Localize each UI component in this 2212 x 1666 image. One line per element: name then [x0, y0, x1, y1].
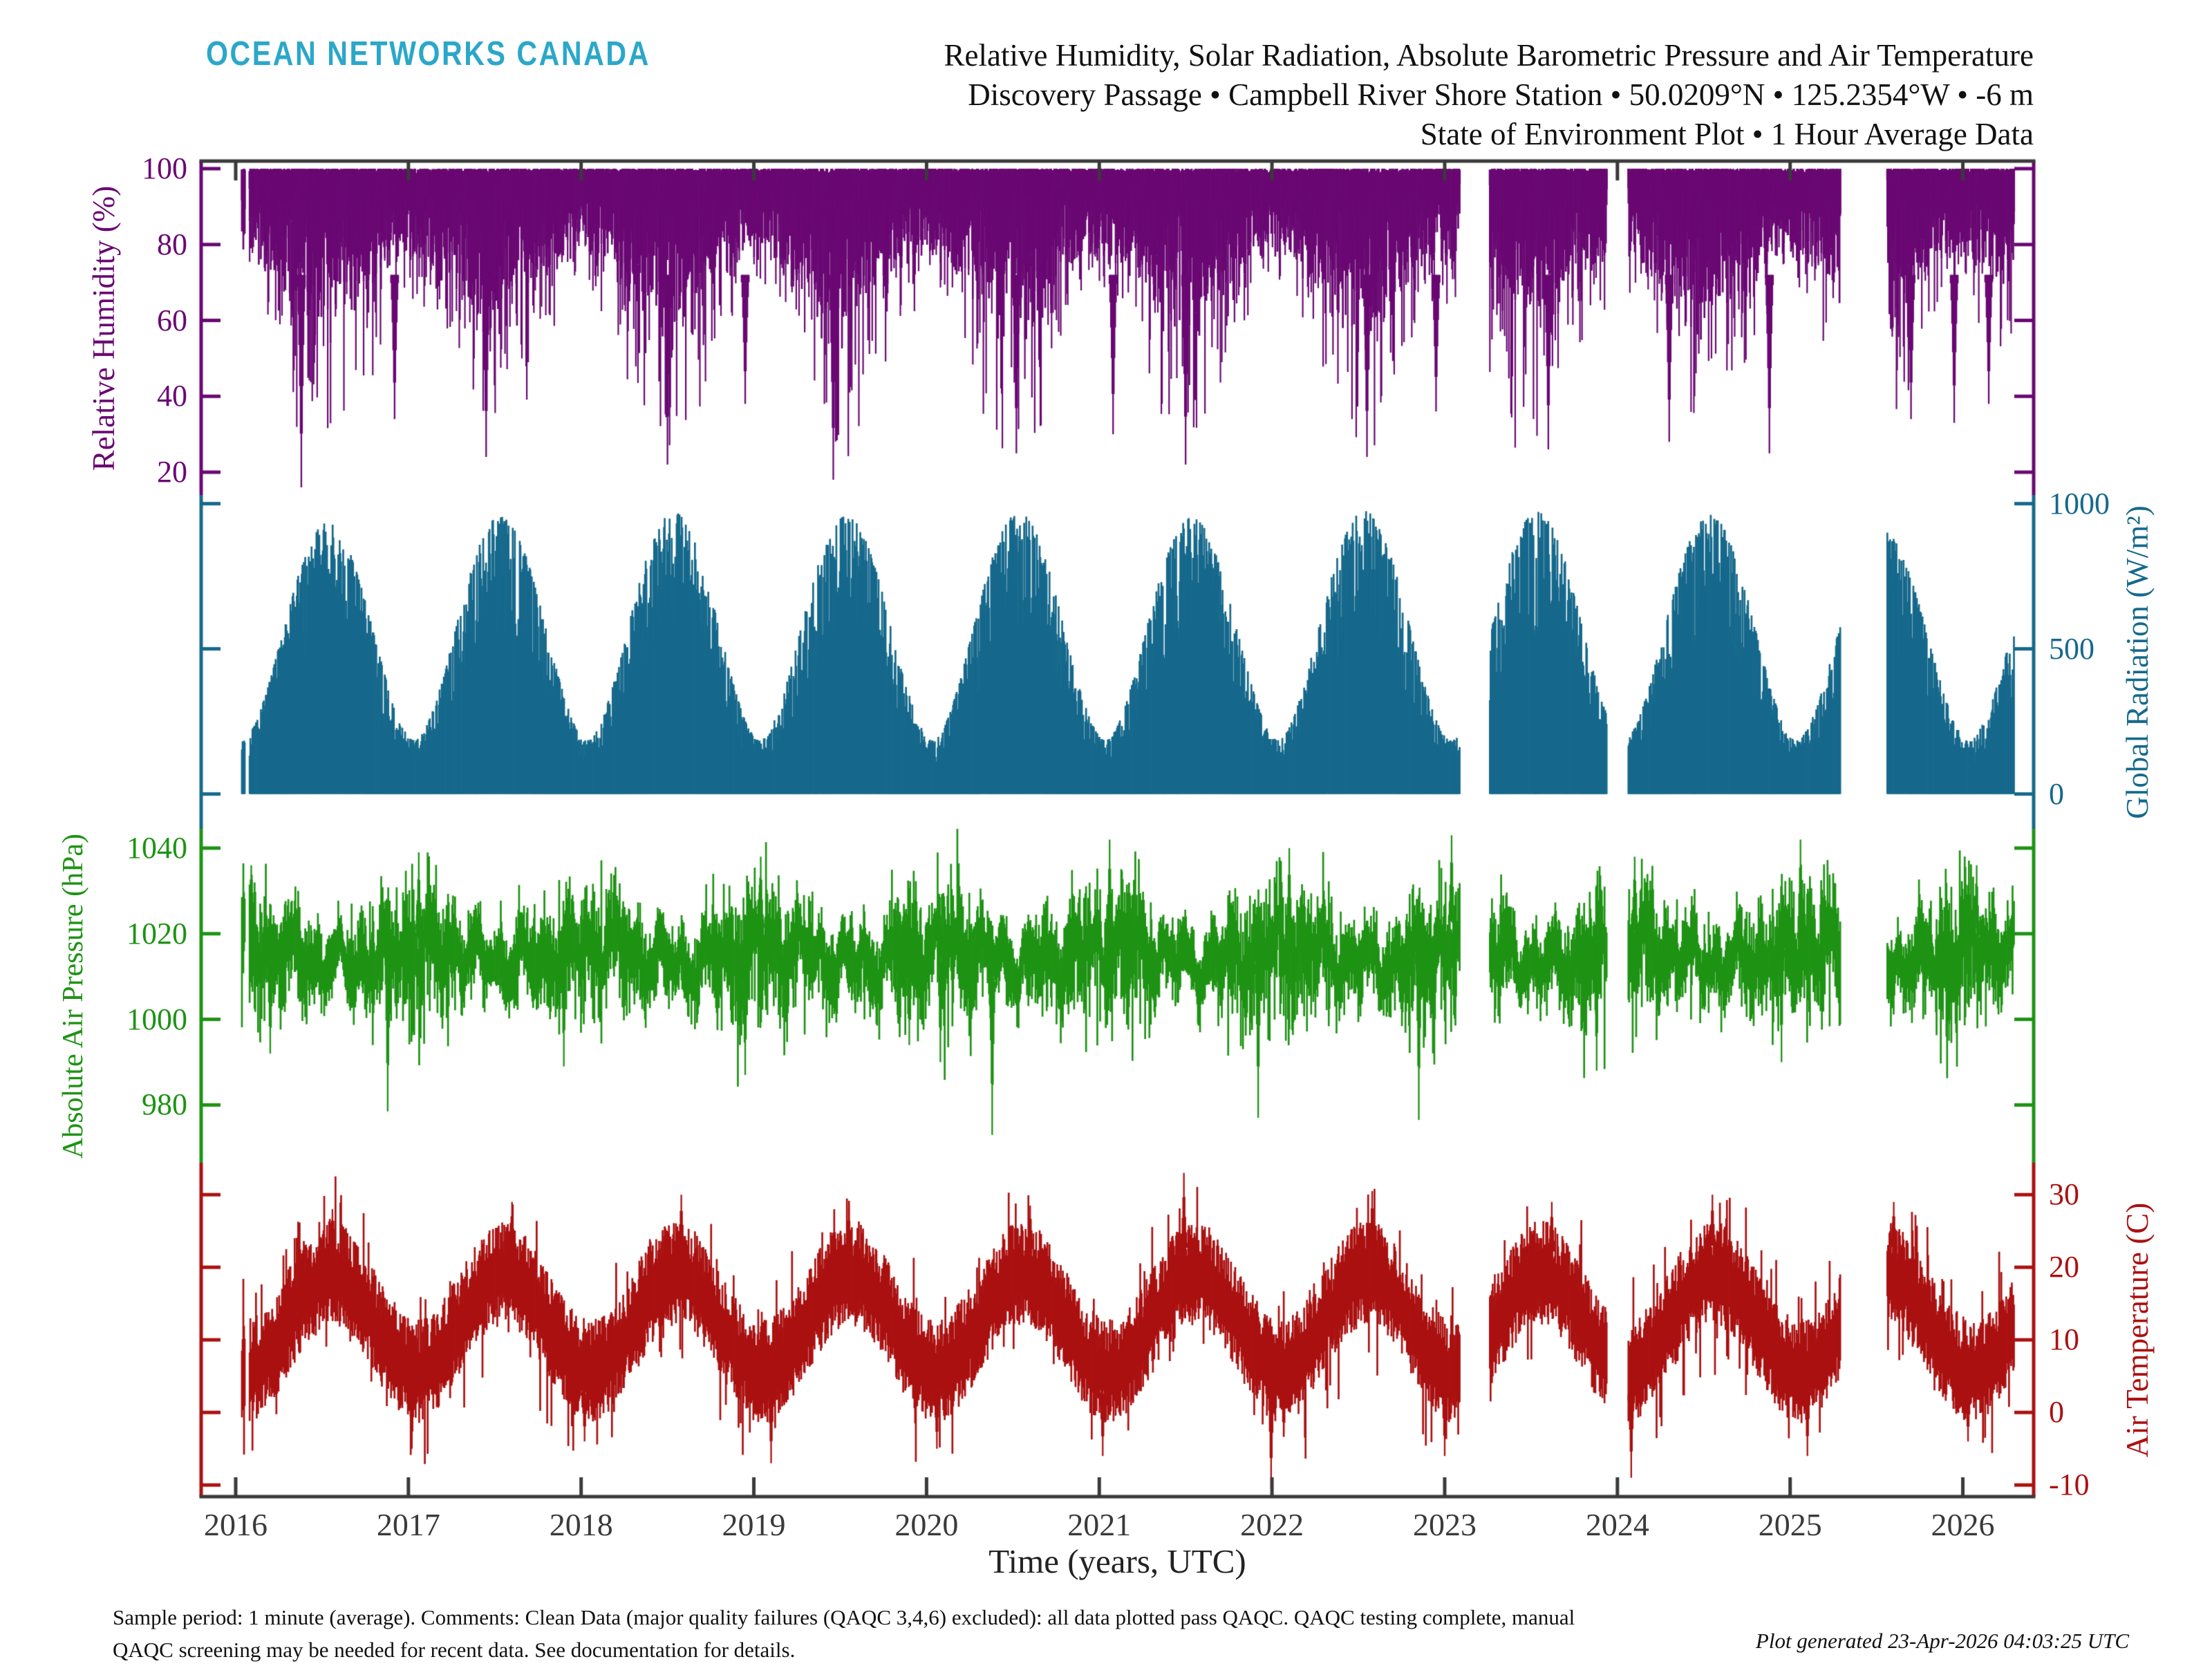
y-tick-label-pressure: 1040: [126, 830, 187, 865]
plot-title-block: Relative Humidity, Solar Radiation, Abso…: [944, 36, 2034, 154]
x-tick-label: 2018: [549, 1507, 613, 1542]
qaqc-footnote-line2: QAQC screening may be needed for recent …: [113, 1638, 796, 1662]
y-axis-label-temperature: Air Temperature (C): [2120, 1202, 2155, 1457]
x-tick-label: 2020: [894, 1507, 959, 1542]
y-tick-label-pressure: 1020: [126, 916, 187, 951]
plot-title-line1: Relative Humidity, Solar Radiation, Abso…: [944, 38, 2034, 73]
y-tick-label-pressure: 1000: [126, 1002, 187, 1036]
y-tick-label-radiation: 0: [2049, 776, 2064, 811]
y-tick-label-radiation: 500: [2049, 631, 2094, 666]
x-tick-label: 2021: [1067, 1507, 1132, 1542]
y-tick-label-pressure: 980: [142, 1087, 187, 1122]
y-tick-label-humidity: 60: [157, 303, 187, 337]
onc-logo: OCEAN NETWORKS CANADA: [206, 35, 650, 73]
y-tick-label-radiation: 1000: [2049, 486, 2110, 521]
x-tick-label: 2024: [1585, 1507, 1649, 1542]
y-tick-label-temperature: 30: [2049, 1177, 2079, 1212]
y-tick-label-humidity: 80: [157, 227, 187, 261]
qaqc-footnote-line1: Sample period: 1 minute (average). Comme…: [113, 1605, 1575, 1629]
x-tick-label: 2017: [376, 1507, 440, 1542]
plot-generated-timestamp: Plot generated 23-Apr-2026 04:03:25 UTC: [1755, 1629, 2129, 1653]
qaqc-footnote: Sample period: 1 minute (average). Comme…: [113, 1601, 1575, 1666]
x-tick-label: 2023: [1412, 1507, 1477, 1542]
y-axis-label-radiation: Global Radiation (W/m²): [2120, 505, 2155, 819]
x-tick-label: 2025: [1758, 1507, 1822, 1542]
x-axis-label: Time (years, UTC): [988, 1542, 1246, 1580]
x-tick-label: 2026: [1931, 1507, 1995, 1542]
y-tick-label-temperature: 0: [2049, 1395, 2064, 1430]
plot-title-line2: Discovery Passage • Campbell River Shore…: [968, 77, 2034, 112]
y-tick-label-humidity: 100: [142, 151, 187, 185]
x-tick-label: 2016: [203, 1507, 268, 1542]
x-tick-label: 2019: [722, 1507, 786, 1542]
y-tick-label-temperature: 10: [2049, 1322, 2079, 1357]
y-tick-label-temperature: -10: [2049, 1468, 2090, 1502]
y-tick-label-humidity: 20: [157, 455, 187, 489]
y-tick-label-humidity: 40: [157, 379, 187, 413]
x-tick-label: 2022: [1240, 1507, 1304, 1542]
y-tick-label-temperature: 20: [2049, 1250, 2079, 1284]
plot-title-line3: State of Environment Plot • 1 Hour Avera…: [1420, 117, 2034, 151]
